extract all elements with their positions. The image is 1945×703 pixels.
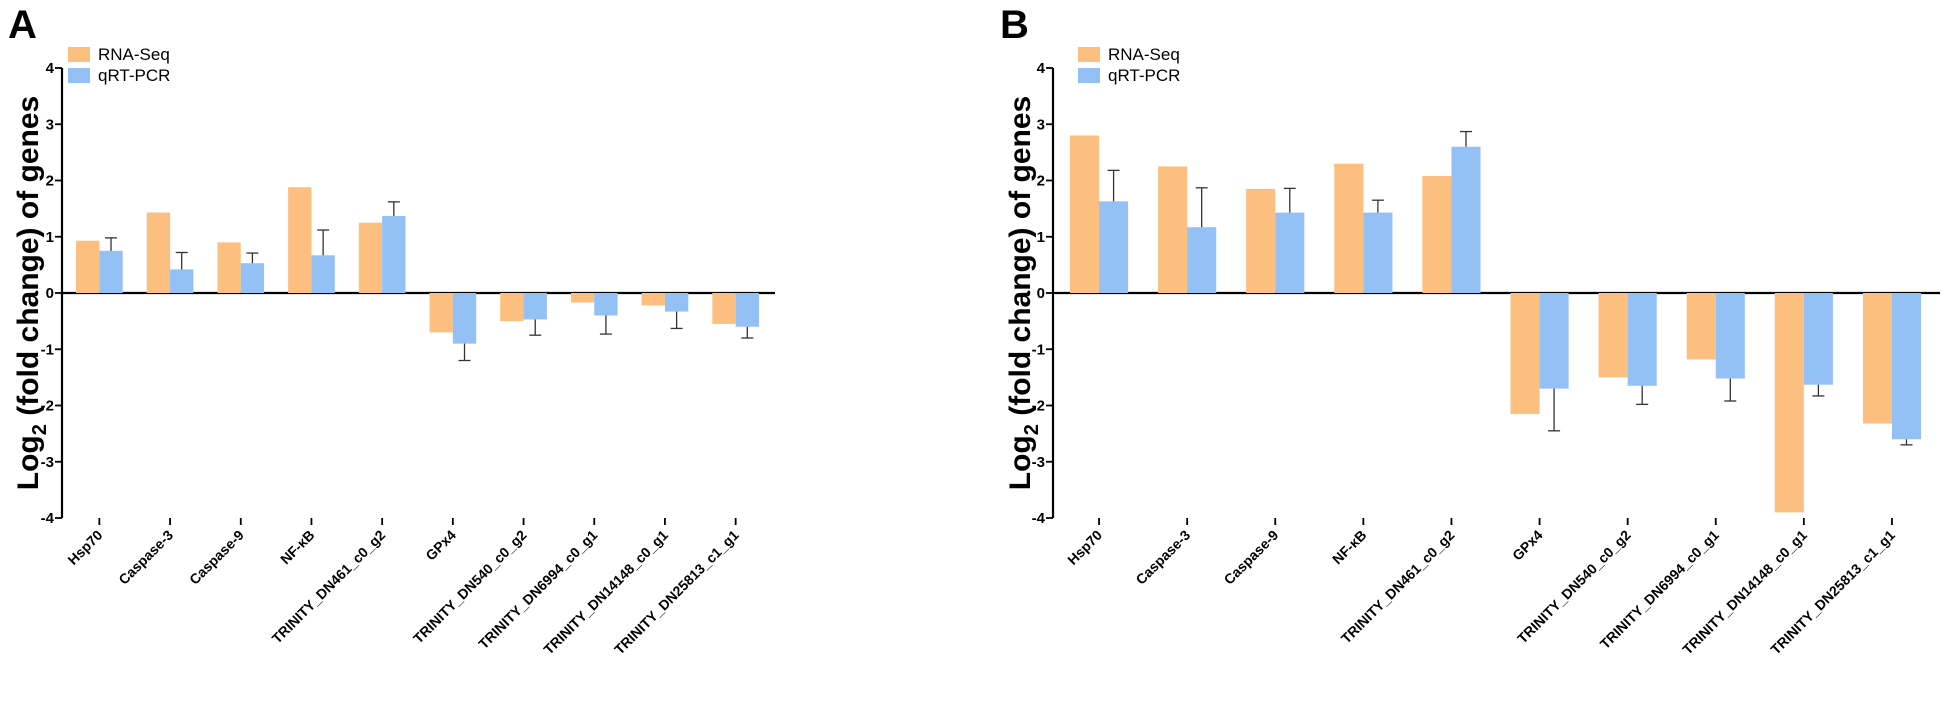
y-axis-label: Log2 (fold change) of genes	[12, 96, 51, 490]
bar-rna-seq-2	[146, 212, 171, 293]
y-tick-label: 1	[1037, 229, 1045, 246]
y-axis-label-rest: (fold change) of genes	[12, 96, 45, 424]
bar-qrt-pcr-7	[1627, 293, 1657, 386]
x-tick-label: TRINITY_DN6994_c0_g1	[475, 527, 600, 652]
y-tick-label: 2	[1037, 173, 1045, 190]
y-axis-label: Log2 (fold change) of genes	[1004, 96, 1043, 490]
y-tick-label: -1	[1032, 341, 1045, 358]
bar-rna-seq-1	[76, 240, 100, 293]
bar-rna-seq-6	[429, 293, 453, 333]
x-tick-label: TRINITY_DN540_c0_g2	[410, 527, 530, 647]
y-tick-label: 0	[46, 285, 54, 302]
y-tick-label: 1	[46, 229, 54, 246]
bar-rna-seq-3	[217, 242, 241, 293]
x-tick-label: TRINITY_DN461_c0_g2	[269, 527, 389, 647]
x-tick-label: Caspase-3	[1132, 527, 1193, 588]
legend-swatch-qrt-pcr	[1078, 68, 1100, 83]
legend-swatch-rna-seq	[1078, 47, 1100, 62]
bar-qrt-pcr-8	[1715, 293, 1745, 379]
legend-swatch-rna-seq	[68, 47, 90, 62]
bar-rna-seq-7	[500, 293, 524, 322]
bar-qrt-pcr-7	[523, 293, 547, 320]
bar-qrt-pcr-1	[1099, 201, 1129, 293]
x-tick-label: Caspase-9	[186, 527, 247, 588]
legend-label-qrt-pcr: qRT-PCR	[98, 66, 170, 85]
bar-qrt-pcr-4	[1363, 212, 1393, 293]
y-tick-label: -4	[1032, 510, 1046, 527]
bar-qrt-pcr-5	[1451, 146, 1481, 293]
bar-rna-seq-9	[1774, 293, 1804, 513]
y-axis-label-main: Log	[12, 435, 45, 490]
y-tick-label: -3	[41, 454, 54, 471]
bar-rna-seq-4	[1334, 163, 1364, 293]
bar-rna-seq-2	[1158, 166, 1188, 293]
panel-letter: B	[1000, 3, 1029, 47]
bar-rna-seq-4	[288, 187, 312, 293]
y-tick-label: -4	[41, 510, 55, 527]
bar-qrt-pcr-2	[1187, 227, 1217, 293]
x-tick-label: NF-κB	[277, 527, 317, 567]
y-tick-label: 4	[1037, 60, 1046, 77]
bar-rna-seq-8	[1686, 293, 1716, 360]
bar-rna-seq-10	[1862, 293, 1892, 424]
bar-rna-seq-9	[641, 293, 665, 306]
bar-qrt-pcr-9	[664, 293, 689, 312]
bar-rna-seq-3	[1246, 188, 1276, 293]
x-tick-label: GPx4	[422, 527, 459, 564]
y-axis-label-subscript: 2	[1021, 424, 1043, 435]
y-tick-label: 3	[46, 116, 54, 133]
bar-qrt-pcr-2	[170, 269, 194, 293]
legend-label-rna-seq: RNA-Seq	[1108, 45, 1180, 64]
bar-rna-seq-8	[570, 293, 595, 303]
bar-qrt-pcr-9	[1803, 293, 1833, 385]
x-tick-label: Hsp70	[1064, 527, 1105, 568]
x-tick-label: TRINITY_DN14148_c0_g1	[540, 527, 671, 658]
y-tick-label: 4	[46, 60, 55, 77]
y-axis-label-main: Log	[1004, 435, 1037, 490]
x-tick-label: Caspase-3	[115, 527, 176, 588]
bar-rna-seq-5	[358, 222, 383, 293]
legend-swatch-qrt-pcr	[68, 68, 90, 83]
y-axis-label-subscript: 2	[29, 424, 51, 435]
x-tick-label: Hsp70	[64, 527, 105, 568]
legend-label-rna-seq: RNA-Seq	[98, 45, 170, 64]
legend-label-qrt-pcr: qRT-PCR	[1108, 66, 1180, 85]
bar-qrt-pcr-6	[452, 293, 477, 344]
bar-rna-seq-6	[1510, 293, 1540, 414]
bar-qrt-pcr-5	[382, 215, 406, 293]
bar-qrt-pcr-3	[1275, 212, 1305, 293]
y-tick-label: -3	[1032, 454, 1045, 471]
bar-qrt-pcr-10	[1891, 293, 1922, 440]
y-tick-label: -2	[41, 398, 54, 415]
x-tick-label: TRINITY_DN25813_c1_g1	[611, 527, 742, 658]
bar-rna-seq-7	[1598, 293, 1628, 378]
bar-rna-seq-5	[1422, 176, 1452, 293]
x-tick-label: NF-κB	[1329, 527, 1369, 567]
y-tick-label: 2	[46, 173, 54, 190]
bar-qrt-pcr-8	[594, 293, 618, 316]
y-tick-label: -1	[41, 341, 54, 358]
bar-qrt-pcr-4	[311, 255, 335, 293]
bar-rna-seq-1	[1069, 135, 1100, 293]
y-axis-label-rest: (fold change) of genes	[1004, 96, 1037, 424]
bar-rna-seq-10	[712, 293, 736, 324]
bar-qrt-pcr-6	[1539, 293, 1569, 389]
x-tick-label: GPx4	[1509, 527, 1546, 564]
y-tick-label: 3	[1037, 116, 1045, 133]
x-tick-label: Caspase-9	[1221, 527, 1282, 588]
y-tick-label: 0	[1037, 285, 1045, 302]
bar-qrt-pcr-3	[240, 263, 265, 293]
bar-qrt-pcr-1	[99, 250, 123, 293]
y-tick-label: -2	[1032, 398, 1045, 415]
bar-qrt-pcr-10	[735, 293, 759, 327]
panel-letter: A	[8, 3, 37, 47]
